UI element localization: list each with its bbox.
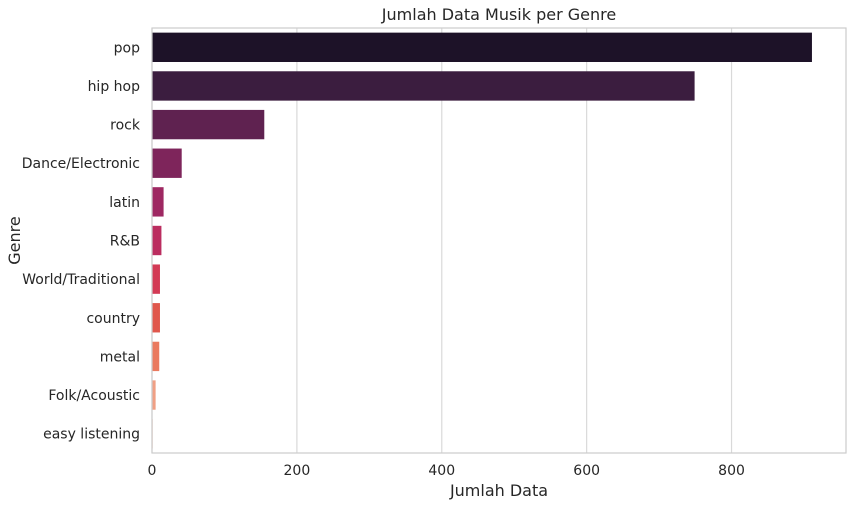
y-tick-label: R&B: [110, 234, 140, 250]
bar-latin: [152, 187, 164, 217]
x-tick-label: 600: [573, 463, 600, 479]
y-tick-labels: pop hip hop rock Dance/Electronic latin R&B Wo…: [22, 40, 141, 442]
bar-rock: [152, 109, 265, 140]
chart-title: Jumlah Data Musik per Genre: [381, 5, 616, 24]
bar-metal: [152, 341, 160, 372]
bar-hip-hop: [152, 71, 695, 101]
plot-frame: [151, 27, 847, 454]
bar-pop: [152, 32, 812, 62]
bar-folk-acoustic: [152, 380, 156, 410]
y-tick-label: easy listening: [43, 427, 140, 443]
x-tick-labels: 0 200 400 600 800: [148, 463, 745, 479]
y-tick-label: rock: [110, 118, 141, 134]
bar-world-traditional: [152, 264, 160, 294]
x-tick-label: 200: [284, 463, 311, 479]
y-tick-label: latin: [109, 195, 140, 211]
y-tick-label: Dance/Electronic: [22, 156, 140, 172]
y-tick-label: pop: [114, 40, 140, 56]
y-tick-label: country: [86, 311, 140, 327]
y-tick-label: Folk/Acoustic: [48, 388, 140, 404]
y-tick-label: metal: [100, 349, 140, 365]
x-tick-label: 800: [718, 463, 745, 479]
x-axis-label: Jumlah Data: [449, 481, 548, 500]
bar-layer: [152, 32, 812, 449]
bar-r-b: [152, 225, 162, 256]
x-tick-label: 0: [148, 463, 157, 479]
bar-dance-electronic: [152, 148, 182, 178]
y-axis-label: Genre: [5, 216, 24, 264]
y-tick-label: hip hop: [88, 79, 141, 95]
bar-country: [152, 303, 160, 333]
y-tick-label: World/Traditional: [22, 272, 140, 288]
x-tick-label: 400: [428, 463, 455, 479]
